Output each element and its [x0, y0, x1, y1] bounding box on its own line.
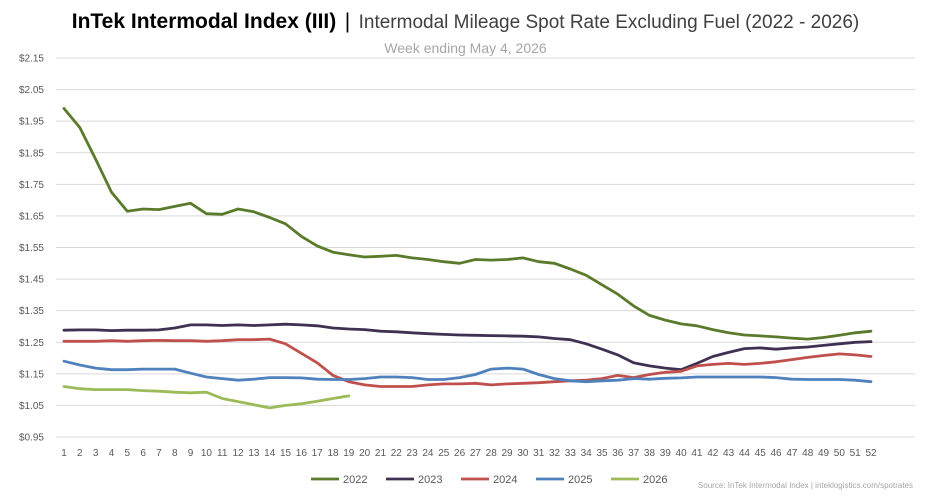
- x-tick-label: 28: [486, 448, 498, 459]
- series-line-2025: [62, 359, 873, 384]
- y-tick-label: $2.05: [19, 85, 44, 96]
- y-tick-label: $1.95: [19, 117, 44, 128]
- y-tick-label: $1.85: [19, 148, 44, 159]
- series-lines: [62, 107, 873, 410]
- x-tick-label: 49: [818, 448, 830, 459]
- x-tick-label: 8: [172, 448, 178, 459]
- x-tick-label: 18: [327, 448, 339, 459]
- series-line-2023: [62, 322, 873, 372]
- x-tick-label: 31: [533, 448, 545, 459]
- x-tick-label: 23: [407, 448, 419, 459]
- x-tick-label: 15: [280, 448, 292, 459]
- x-tick-label: 41: [691, 448, 703, 459]
- gridlines: [56, 57, 915, 438]
- x-tick-label: 11: [217, 448, 228, 459]
- x-tick-label: 37: [628, 448, 640, 459]
- x-tick-label: 36: [612, 448, 624, 459]
- legend-label-2025: 2025: [568, 474, 592, 486]
- y-tick-label: $1.15: [19, 369, 44, 380]
- chart-subtitle: Week ending May 4, 2026: [384, 40, 547, 56]
- y-tick-label: $1.05: [19, 401, 44, 412]
- y-tick-label: $1.35: [19, 306, 44, 317]
- x-tick-label: 16: [296, 448, 308, 459]
- index-name: InTek Intermodal Index (III): [71, 10, 337, 33]
- y-tick-label: $1.25: [19, 338, 44, 349]
- y-axis: $0.95 $1.05 $1.15 $1.25 $1.35 $1.45 $1.55 $1.65…: [19, 54, 44, 444]
- x-tick-label: 9: [188, 448, 194, 459]
- x-tick-label: 10: [201, 448, 213, 459]
- x-tick-label: 27: [470, 448, 482, 459]
- x-tick-label: 19: [343, 448, 355, 459]
- x-tick-label: 1: [61, 448, 67, 459]
- legend-label-2023: 2023: [418, 474, 442, 486]
- x-tick-label: 7: [156, 448, 162, 459]
- x-tick-label: 14: [264, 448, 276, 459]
- x-tick-label: 6: [140, 448, 146, 459]
- x-tick-label: 30: [517, 448, 529, 459]
- x-tick-label: 52: [865, 448, 877, 459]
- x-axis: 1 2 3 4 5 6 7 8 9 10 11 12 13 14 15 16 17 18 19 20 21 22 23 24 2…: [61, 448, 877, 459]
- title-separator: |: [344, 10, 351, 33]
- x-tick-label: 29: [501, 448, 513, 459]
- x-tick-label: 47: [786, 448, 798, 459]
- x-tick-label: 48: [802, 448, 814, 459]
- x-tick-label: 5: [125, 448, 131, 459]
- x-tick-label: 33: [565, 448, 577, 459]
- x-tick-label: 42: [707, 448, 719, 459]
- series-line-2026: [62, 385, 351, 410]
- x-tick-label: 17: [312, 448, 324, 459]
- x-tick-label: 51: [850, 448, 862, 459]
- x-tick-label: 35: [596, 448, 608, 459]
- x-tick-label: 24: [422, 448, 434, 459]
- legend-label-2024: 2024: [493, 474, 517, 486]
- x-tick-label: 39: [660, 448, 672, 459]
- x-tick-label: 43: [723, 448, 735, 459]
- y-tick-label: $2.15: [19, 54, 44, 65]
- x-tick-label: 2: [77, 448, 83, 459]
- x-tick-label: 32: [549, 448, 561, 459]
- x-tick-label: 12: [232, 448, 244, 459]
- y-tick-label: $1.65: [19, 211, 44, 222]
- x-tick-label: 34: [581, 448, 593, 459]
- x-tick-label: 38: [644, 448, 656, 459]
- x-tick-label: 22: [391, 448, 403, 459]
- x-tick-label: 45: [755, 448, 767, 459]
- x-tick-label: 50: [834, 448, 846, 459]
- x-tick-label: 25: [438, 448, 450, 459]
- chart-title: InTek Intermodal Index (III) | Intermoda…: [0, 10, 931, 34]
- x-tick-label: 46: [770, 448, 782, 459]
- legend-label-2022: 2022: [343, 474, 367, 486]
- y-tick-label: $0.95: [19, 433, 44, 444]
- legend: 2022 2023 2024 2025 2026: [311, 474, 667, 486]
- y-tick-label: $1.55: [19, 243, 44, 254]
- x-tick-label: 13: [248, 448, 260, 459]
- x-tick-label: 26: [454, 448, 466, 459]
- legend-label-2026: 2026: [643, 474, 667, 486]
- x-tick-label: 21: [375, 448, 387, 459]
- y-tick-label: $1.45: [19, 275, 44, 286]
- series-line-2024: [62, 337, 873, 388]
- x-tick-label: 4: [109, 448, 115, 459]
- x-tick-label: 40: [676, 448, 688, 459]
- y-tick-label: $1.75: [19, 180, 44, 191]
- source-note: Source: InTek Intermodal Index | inteklo…: [697, 481, 913, 490]
- x-tick-label: 44: [739, 448, 751, 459]
- chart-title-text: Intermodal Mileage Spot Rate Excluding F…: [358, 12, 860, 33]
- x-tick-label: 3: [93, 448, 99, 459]
- x-tick-label: 20: [359, 448, 371, 459]
- series-line-2022: [62, 107, 873, 341]
